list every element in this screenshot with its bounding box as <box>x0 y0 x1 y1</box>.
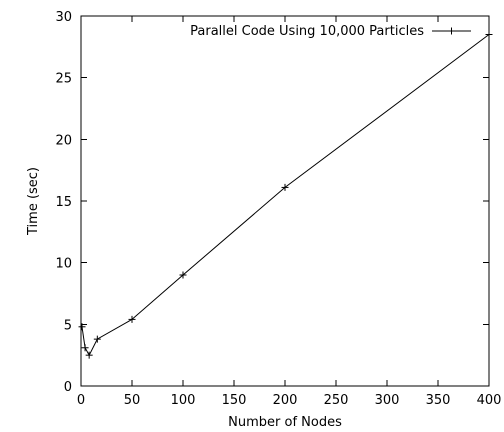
x-tick-label: 400 <box>477 393 502 408</box>
x-axis: 0 50 100 150 200 250 300 350 400 <box>77 16 502 408</box>
series-line <box>82 35 489 356</box>
x-tick-label: 350 <box>426 393 451 408</box>
x-tick-label: 300 <box>375 393 400 408</box>
plot-border <box>81 16 489 386</box>
plot-frame <box>81 16 489 386</box>
x-tick-label: 150 <box>222 393 247 408</box>
x-axis-label: Number of Nodes <box>228 415 342 430</box>
y-tick-label: 5 <box>64 318 72 333</box>
y-tick-label: 25 <box>55 72 72 87</box>
y-tick-label: 0 <box>64 380 72 395</box>
data-point <box>86 352 93 359</box>
y-tick-label: 30 <box>55 10 72 25</box>
x-tick-label: 0 <box>77 393 85 408</box>
x-tick-label: 250 <box>324 393 349 408</box>
x-tick-label: 200 <box>273 393 298 408</box>
y-tick-label: 20 <box>55 133 72 148</box>
y-tick-label: 15 <box>55 195 72 210</box>
data-point <box>94 336 101 343</box>
x-tick-label: 100 <box>171 393 196 408</box>
x-tick-label: 50 <box>124 393 141 408</box>
y-axis-label: Time (sec) <box>26 167 41 236</box>
series-layer <box>79 31 493 359</box>
data-point <box>82 344 89 351</box>
legend: Parallel Code Using 10,000 Particles <box>190 24 471 39</box>
legend-label: Parallel Code Using 10,000 Particles <box>190 24 424 39</box>
y-axis: 0 5 10 15 20 25 30 <box>55 10 489 395</box>
y-tick-label: 10 <box>55 257 72 272</box>
